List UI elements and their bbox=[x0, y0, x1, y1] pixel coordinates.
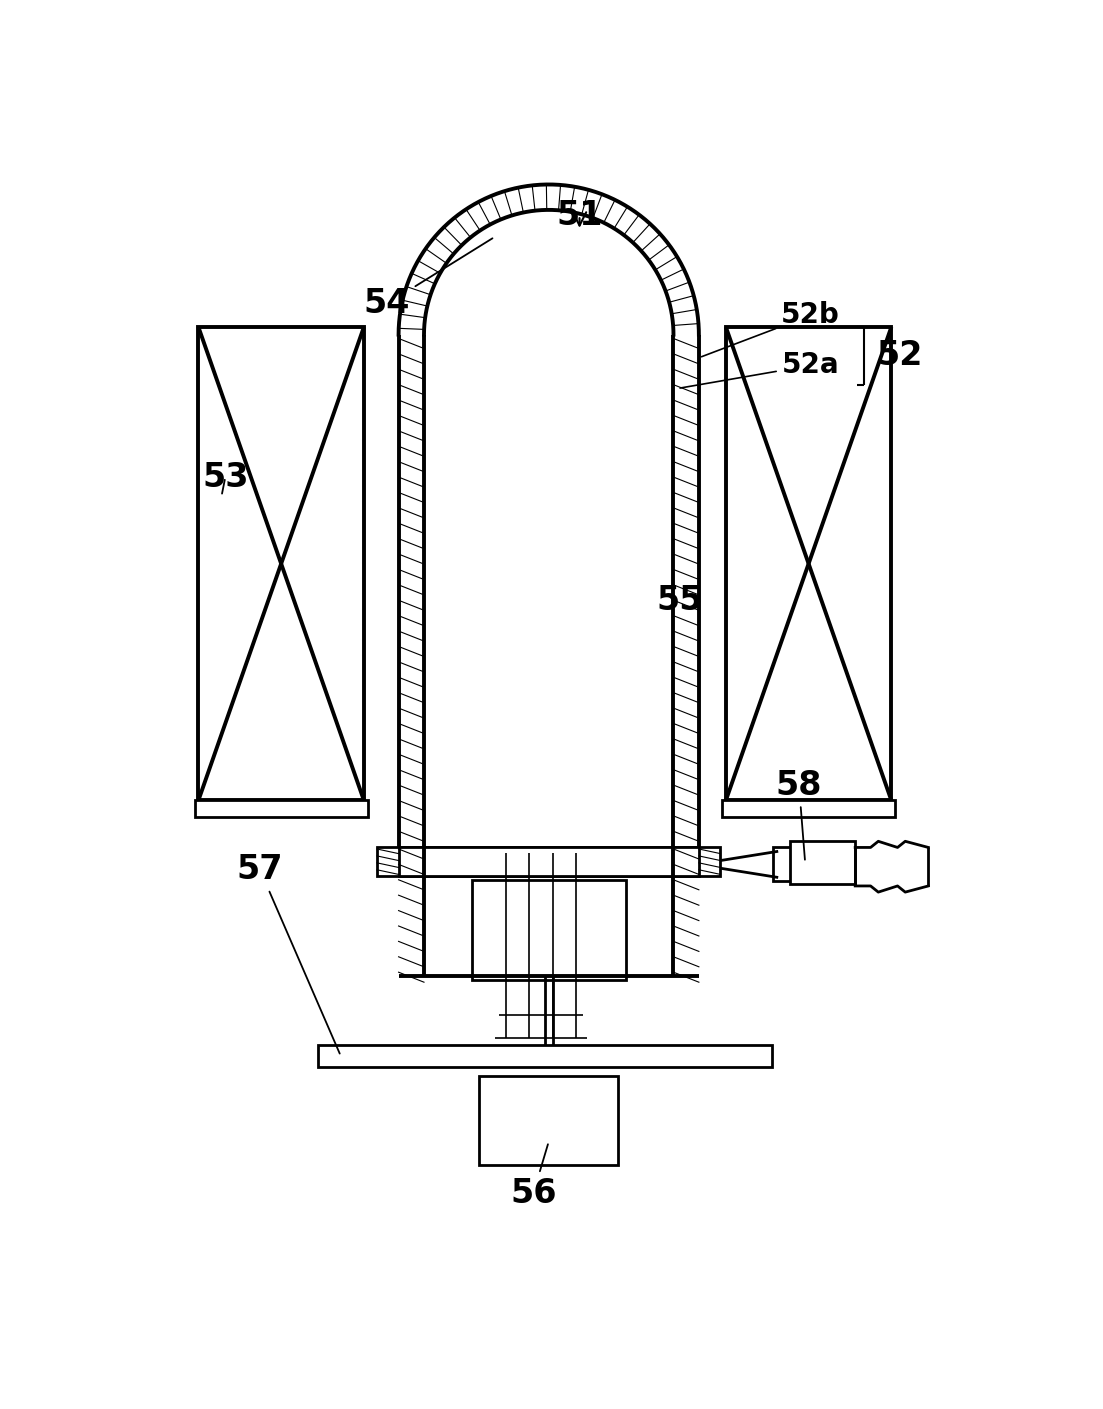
Text: 52: 52 bbox=[876, 340, 922, 372]
Text: 51: 51 bbox=[556, 199, 602, 231]
Bar bbox=[194, 800, 367, 817]
Bar bbox=[377, 847, 720, 876]
Text: 52b: 52b bbox=[702, 302, 839, 356]
Text: 58: 58 bbox=[775, 768, 822, 859]
Text: 57: 57 bbox=[237, 854, 340, 1054]
Bar bbox=[318, 1045, 772, 1067]
Text: 55: 55 bbox=[656, 583, 703, 617]
Text: 56: 56 bbox=[510, 1144, 557, 1210]
Bar bbox=[726, 327, 891, 800]
Bar bbox=[199, 327, 364, 800]
Text: 53: 53 bbox=[202, 461, 248, 493]
Text: 54: 54 bbox=[364, 238, 492, 320]
Bar bbox=[480, 1076, 618, 1165]
Bar bbox=[398, 847, 699, 876]
Text: 52a: 52a bbox=[681, 351, 839, 387]
Bar bbox=[472, 879, 625, 979]
Bar bbox=[722, 800, 896, 817]
Bar bbox=[773, 847, 794, 882]
Bar bbox=[790, 841, 855, 883]
